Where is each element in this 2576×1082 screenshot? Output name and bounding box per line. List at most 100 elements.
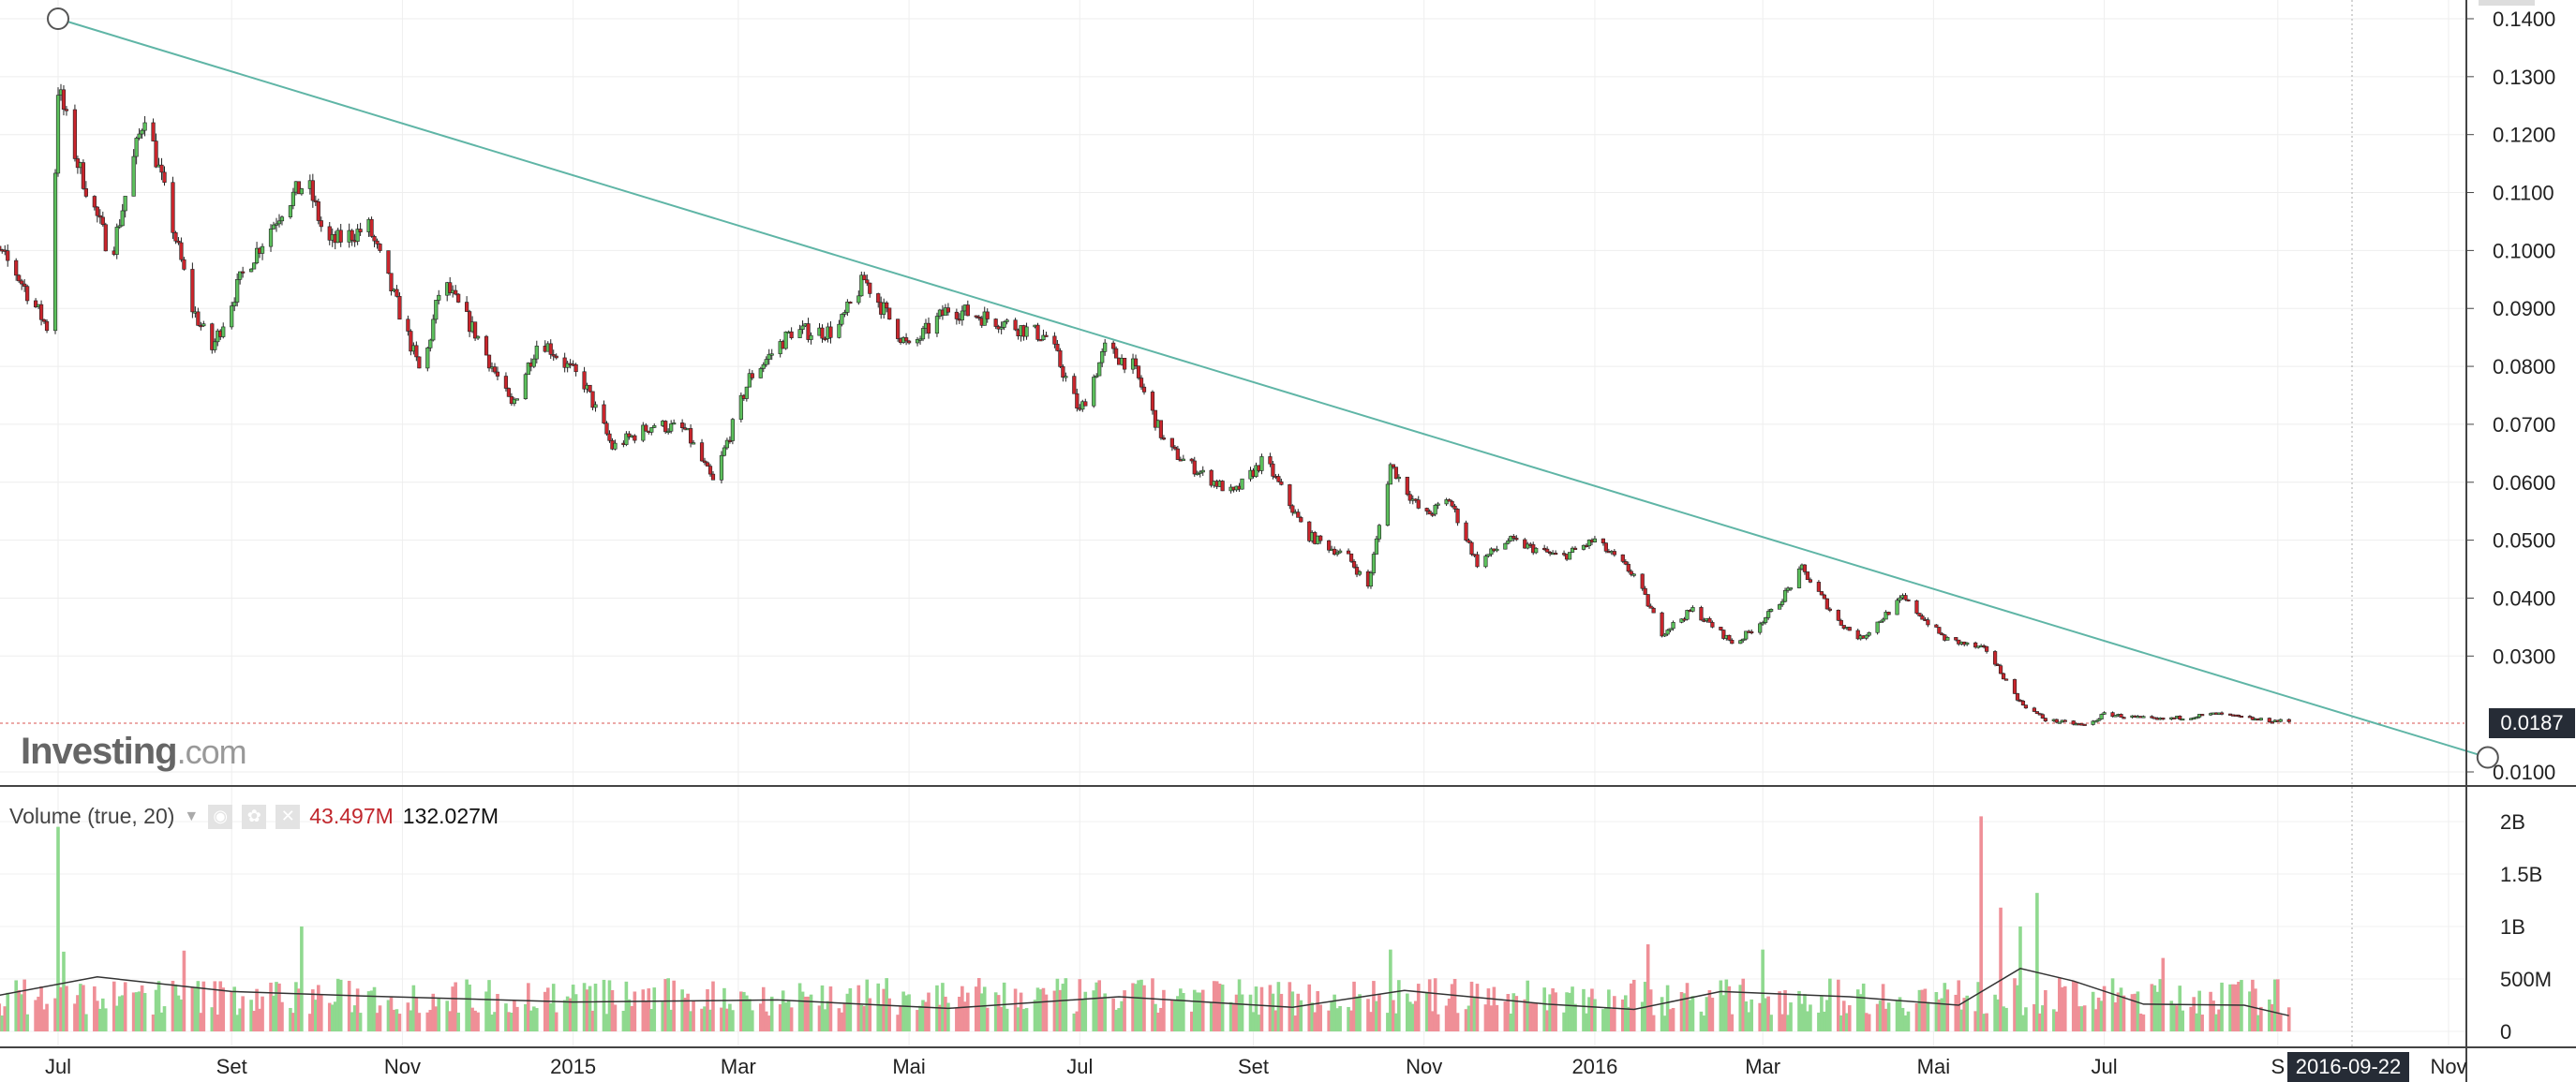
volume-bar bbox=[1330, 1000, 1333, 1031]
volume-bar bbox=[93, 986, 97, 1031]
volume-bar bbox=[493, 1012, 497, 1031]
candle-body bbox=[1299, 517, 1303, 523]
candle-body bbox=[1209, 469, 1214, 486]
candle-body bbox=[1648, 605, 1653, 609]
chevron-down-icon[interactable]: ▼ bbox=[184, 808, 200, 824]
candle-body bbox=[1338, 550, 1343, 554]
candle-body bbox=[176, 240, 181, 244]
candle-body bbox=[1665, 630, 1670, 635]
volume-bar bbox=[887, 998, 891, 1031]
candle-body bbox=[1934, 624, 1939, 628]
candle-body bbox=[1917, 613, 1922, 616]
candle-body bbox=[1766, 611, 1771, 618]
candle-body bbox=[1503, 542, 1508, 550]
candle-body bbox=[179, 242, 184, 260]
volume-bar bbox=[960, 986, 964, 1031]
candle-body bbox=[95, 206, 99, 216]
volume-bar bbox=[1940, 998, 1944, 1031]
candle-body bbox=[837, 323, 841, 338]
volume-bar bbox=[1271, 993, 1275, 1031]
candle-body bbox=[355, 229, 360, 242]
candle-body bbox=[1867, 631, 1871, 636]
volume-bar bbox=[979, 993, 984, 1031]
volume-legend-label[interactable]: Volume (true, 20) bbox=[9, 804, 175, 828]
volume-bar bbox=[22, 979, 26, 1031]
volume-bar bbox=[1237, 979, 1242, 1031]
volume-bar bbox=[2119, 987, 2123, 1031]
candle-body bbox=[1141, 386, 1147, 393]
candle-body bbox=[1841, 625, 1846, 630]
trendline[interactable] bbox=[57, 18, 2489, 759]
volume-bar bbox=[1582, 988, 1586, 1031]
candle-body bbox=[395, 289, 399, 297]
candle-body bbox=[649, 427, 654, 433]
candle-body bbox=[1447, 499, 1452, 502]
volume-bar bbox=[974, 986, 978, 1031]
volume-bar bbox=[1825, 1000, 1829, 1031]
volume-bar bbox=[1072, 1013, 1077, 1031]
candle-body bbox=[680, 422, 685, 428]
candle-body bbox=[1464, 522, 1468, 541]
volume-bar bbox=[2234, 984, 2238, 1031]
candle-body bbox=[1719, 627, 1723, 630]
volume-bar bbox=[1545, 1010, 1549, 1031]
candle-body bbox=[201, 323, 206, 327]
volume-bar bbox=[966, 992, 970, 1031]
candle-body bbox=[1296, 511, 1301, 518]
gear-icon[interactable]: ✿ bbox=[242, 804, 267, 829]
volume-bar bbox=[445, 1000, 450, 1031]
volume-bar bbox=[366, 991, 371, 1031]
candle-body bbox=[409, 331, 413, 352]
volume-bar bbox=[700, 1008, 704, 1031]
candle-body bbox=[1816, 582, 1821, 592]
volume-bar bbox=[154, 989, 158, 1031]
candle-body bbox=[1444, 499, 1449, 505]
volume-bar bbox=[1607, 989, 1611, 1031]
volume-bar bbox=[1316, 991, 1320, 1031]
candle-body bbox=[1002, 321, 1006, 328]
candle-body bbox=[573, 363, 578, 373]
candle-body bbox=[2172, 717, 2177, 719]
volume-bar bbox=[731, 1010, 735, 1031]
volume-bar bbox=[758, 1003, 763, 1031]
volume-bar bbox=[1864, 1013, 1869, 1031]
volume-bar bbox=[2038, 1013, 2042, 1031]
volume-bar bbox=[823, 1009, 827, 1031]
volume-bar bbox=[711, 981, 715, 1031]
volume-bar bbox=[319, 994, 323, 1031]
volume-legend[interactable]: Volume (true, 20) ▼ ◉ ✿ ✕ 43.497M 132.02… bbox=[9, 804, 499, 829]
volume-bar bbox=[2172, 1003, 2177, 1031]
candle-body bbox=[783, 332, 788, 349]
volume-bar bbox=[604, 1014, 609, 1031]
volume-bar bbox=[232, 986, 236, 1031]
volume-bar bbox=[2033, 1003, 2036, 1031]
volume-bar bbox=[123, 982, 127, 1031]
volume-bar bbox=[409, 1010, 413, 1031]
candle-body bbox=[1407, 494, 1412, 501]
volume-bar bbox=[1959, 1009, 1964, 1031]
candle-body bbox=[2032, 707, 2037, 712]
volume-bar bbox=[2158, 979, 2163, 1031]
trendline-handle-end[interactable] bbox=[2476, 746, 2499, 769]
candle-body bbox=[789, 331, 794, 338]
candle-body bbox=[1161, 437, 1167, 440]
candle-body bbox=[885, 302, 889, 309]
candle-body bbox=[862, 274, 867, 281]
volume-bar bbox=[1369, 1012, 1373, 1031]
trendline-handle-start[interactable] bbox=[47, 7, 69, 30]
volume-bar bbox=[859, 1004, 864, 1031]
candle-body bbox=[1467, 540, 1471, 543]
volume-bar bbox=[927, 992, 931, 1031]
corner-buttons[interactable] bbox=[2479, 0, 2535, 6]
time-tick-label: Jul bbox=[2092, 1055, 2118, 1078]
candle-body bbox=[534, 346, 539, 360]
volume-bar bbox=[470, 1007, 474, 1031]
close-icon[interactable]: ✕ bbox=[275, 804, 301, 829]
volume-bar bbox=[504, 1003, 508, 1031]
volume-bar bbox=[330, 1004, 335, 1031]
candle-body bbox=[607, 433, 612, 441]
eye-icon[interactable]: ◉ bbox=[208, 804, 233, 829]
candle-body bbox=[2082, 723, 2087, 726]
candle-body bbox=[1374, 538, 1379, 555]
